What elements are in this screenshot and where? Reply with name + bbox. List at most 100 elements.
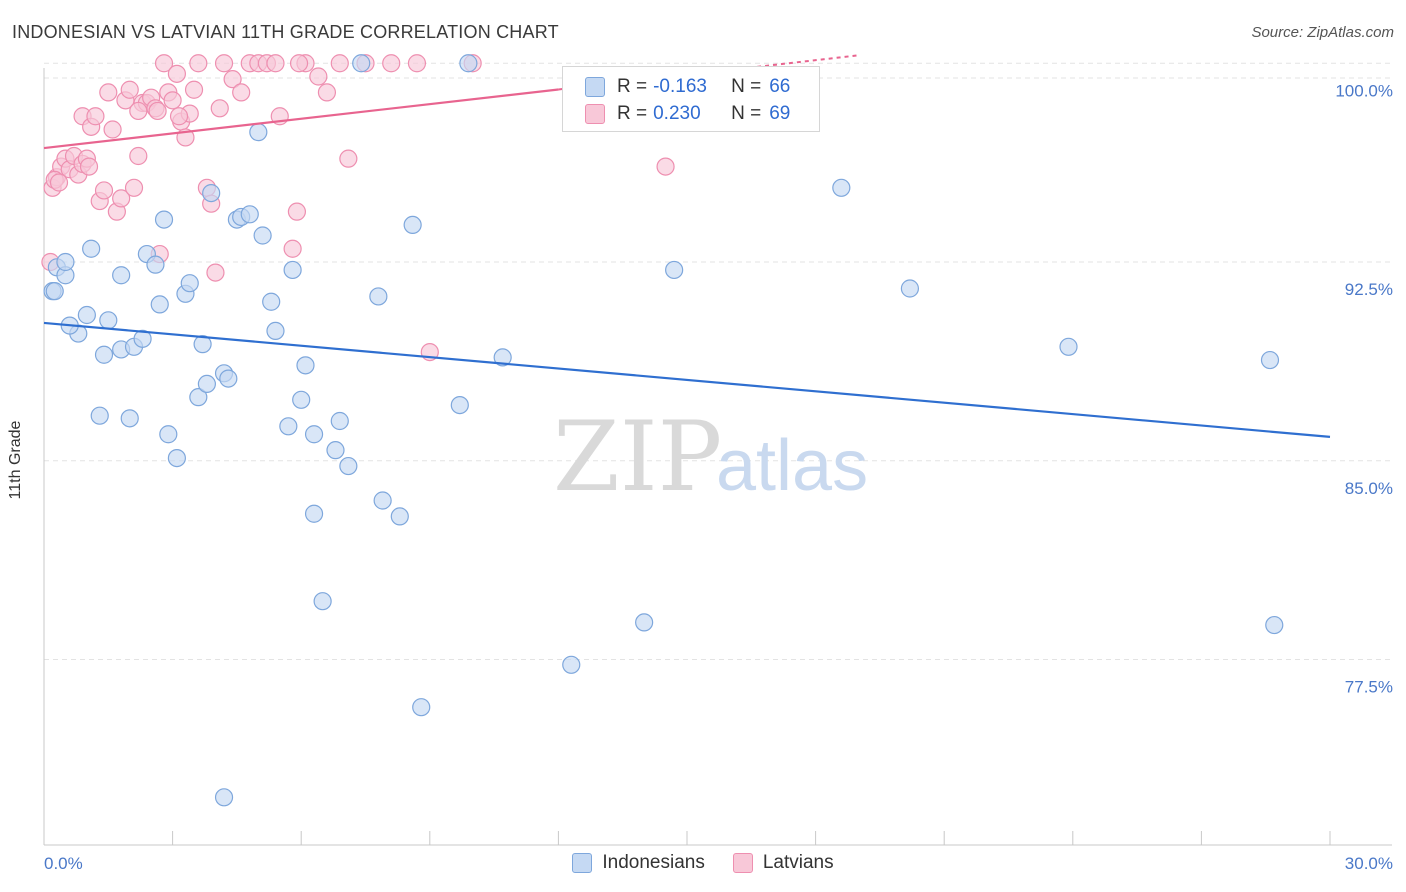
- indonesians-r-value: -0.163: [653, 76, 707, 97]
- indonesian-point: [635, 613, 654, 632]
- latvian-point: [129, 101, 148, 121]
- latvian-point: [79, 157, 99, 176]
- tick-labels: 77.5% 85.0% 92.5% 100.0% 0.0% 30.0%: [44, 81, 1393, 873]
- indonesian-point: [189, 388, 208, 407]
- indonesian-point: [240, 205, 259, 224]
- latvians-n-value: 69: [769, 103, 791, 124]
- indonesian-point: [202, 184, 221, 203]
- indonesian-point: [112, 266, 131, 285]
- indonesian-point: [180, 274, 199, 293]
- x-tick-label-min: 0.0%: [44, 854, 83, 873]
- indonesian-point: [90, 406, 109, 425]
- latvians-r-label: R =: [617, 103, 648, 124]
- watermark: ZIP atlas: [553, 401, 868, 513]
- indonesian-point: [304, 504, 324, 523]
- indonesian-point: [330, 411, 349, 431]
- indonesian-point: [82, 239, 101, 258]
- latvian-point: [287, 202, 307, 221]
- latvian-point: [120, 80, 139, 99]
- y-tick-label-1: 85.0%: [1345, 479, 1393, 498]
- indonesian-point: [459, 54, 478, 73]
- indonesian-point: [150, 295, 169, 314]
- legend-item-latvians[interactable]: Latvians: [732, 852, 834, 874]
- correlation-legend: R = -0.163 N = 66 R = 0.230 N = 69: [562, 66, 820, 132]
- indonesian-point: [154, 210, 174, 229]
- latvian-point: [223, 70, 242, 89]
- latvian-point: [103, 120, 122, 139]
- watermark-atlas: atlas: [716, 426, 868, 506]
- indonesian-point: [77, 305, 96, 325]
- latvian-point: [184, 80, 204, 99]
- legend-item-indonesians[interactable]: Indonesians: [572, 852, 705, 874]
- indonesian-point: [94, 345, 114, 364]
- indonesians-trend-line: [43, 321, 1331, 438]
- indonesian-point: [373, 491, 392, 510]
- indonesian-point: [900, 279, 920, 298]
- indonesian-point: [832, 178, 851, 197]
- indonesian-point: [313, 592, 332, 611]
- latvian-point: [49, 173, 69, 192]
- indonesians-legend-label: Indonesians: [602, 852, 705, 873]
- indonesian-point: [352, 54, 371, 73]
- chart-source: Source: ZipAtlas.com: [1251, 24, 1394, 41]
- latvian-point: [86, 107, 105, 126]
- legend-row-latvians: R = 0.230 N = 69: [563, 101, 790, 127]
- indonesians-swatch: [585, 77, 605, 97]
- latvian-point: [289, 54, 309, 73]
- latvian-point: [206, 263, 225, 282]
- indonesian-point: [390, 507, 409, 526]
- latvian-point: [317, 83, 337, 102]
- latvians-points: [41, 54, 675, 362]
- indonesian-point: [403, 215, 422, 234]
- x-tick-label-max: 30.0%: [1345, 854, 1393, 873]
- indonesian-point: [193, 335, 212, 354]
- indonesian-point: [283, 260, 302, 280]
- latvian-point: [94, 181, 114, 200]
- latvian-point: [124, 178, 144, 197]
- latvian-point: [339, 149, 358, 168]
- indonesian-point: [665, 260, 684, 280]
- latvians-swatch: [585, 104, 605, 124]
- indonesian-point: [219, 369, 238, 388]
- latvian-point: [154, 54, 174, 73]
- indonesian-point: [133, 329, 152, 348]
- indonesian-point: [412, 698, 431, 717]
- latvian-point: [330, 54, 349, 73]
- indonesian-point: [253, 226, 272, 245]
- y-tick-label-3: 100.0%: [1335, 81, 1393, 100]
- latvian-point: [167, 64, 186, 83]
- indonesian-point: [326, 441, 345, 460]
- y-tick-label-0: 77.5%: [1345, 678, 1393, 697]
- indonesian-point: [1059, 337, 1078, 356]
- latvian-point: [309, 67, 328, 86]
- indonesian-point: [214, 788, 234, 807]
- series-legend: Indonesians Latvians: [0, 852, 1406, 874]
- latvian-point: [382, 54, 401, 73]
- indonesian-point: [296, 356, 315, 375]
- indonesian-point: [146, 255, 165, 274]
- indonesian-point: [1265, 615, 1284, 635]
- indonesian-point: [159, 425, 178, 444]
- latvians-r-value: 0.230: [653, 103, 701, 124]
- latvians-n-label: N =: [731, 103, 762, 124]
- latvian-point: [163, 91, 182, 110]
- indonesians-legend-swatch: [572, 853, 593, 873]
- indonesian-point: [45, 282, 64, 301]
- indonesian-point: [304, 425, 324, 444]
- indonesian-point: [450, 396, 469, 415]
- indonesian-point: [249, 123, 268, 142]
- latvians-trend-line: [43, 88, 559, 150]
- indonesians-n-label: N =: [731, 76, 762, 97]
- indonesian-point: [262, 292, 281, 311]
- latvian-point: [214, 54, 234, 73]
- grid-lines: [44, 62, 1392, 660]
- latvian-point: [112, 189, 131, 208]
- indonesian-point: [339, 456, 358, 476]
- latvian-point: [99, 83, 118, 102]
- chart-title: INDONESIAN VS LATVIAN 11TH GRADE CORRELA…: [12, 22, 559, 42]
- latvian-point: [210, 99, 229, 118]
- latvian-point: [189, 54, 208, 73]
- y-tick-label-2: 92.5%: [1345, 280, 1393, 299]
- indonesian-point: [493, 348, 512, 367]
